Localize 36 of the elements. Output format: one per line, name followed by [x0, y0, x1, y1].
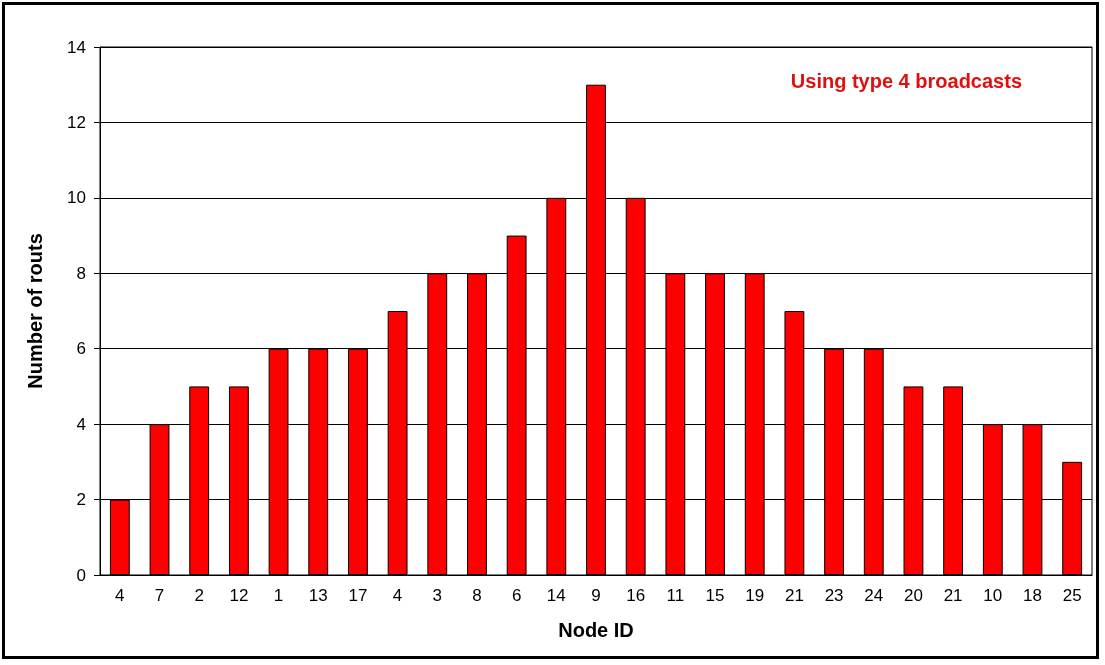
- x-tick-label: 14: [546, 586, 566, 605]
- x-tick-label: 21: [784, 586, 804, 605]
- x-tick-label: 11: [666, 586, 685, 605]
- x-tick-label: 7: [154, 586, 165, 605]
- y-tick-label: 0: [76, 565, 86, 585]
- y-axis-title: Number of routs: [24, 233, 46, 389]
- y-tick-label: 12: [67, 112, 86, 132]
- y-tick-label: 4: [76, 414, 86, 434]
- x-tick-label: 3: [432, 586, 443, 605]
- y-tick-label: 8: [76, 263, 86, 283]
- x-tick-label: 12: [229, 586, 249, 605]
- x-tick-label: 8: [472, 586, 482, 605]
- x-tick-label: 2: [194, 586, 204, 605]
- y-tick-label: 6: [76, 339, 86, 359]
- x-tick-label: 6: [511, 586, 522, 605]
- y-tick-label: 2: [76, 490, 86, 510]
- x-tick-label: 15: [705, 586, 725, 605]
- x-tick-label: 23: [824, 586, 844, 605]
- x-tick-label: 10: [983, 586, 1003, 605]
- x-tick-label: 21: [943, 586, 963, 605]
- x-tick-label: 16: [626, 586, 646, 605]
- y-tick-label: 10: [67, 188, 86, 208]
- x-tick-label: 9: [591, 586, 601, 605]
- x-tick-label: 25: [1062, 586, 1082, 605]
- x-tick-label: 18: [1023, 586, 1042, 605]
- x-tick-label: 1: [273, 586, 284, 605]
- x-tick-label: 19: [745, 586, 765, 605]
- x-tick-label: 20: [903, 586, 923, 605]
- annotation: Using type 4 broadcasts: [790, 70, 1023, 92]
- x-tick-label: 17: [348, 586, 368, 605]
- x-tick-label: 4: [115, 586, 125, 605]
- x-tick-label: 24: [864, 586, 884, 605]
- x-axis-title: Node ID: [558, 619, 634, 641]
- y-tick-label: 14: [67, 37, 86, 57]
- x-tick-label: 4: [392, 586, 403, 605]
- x-tick-label: 13: [308, 586, 328, 605]
